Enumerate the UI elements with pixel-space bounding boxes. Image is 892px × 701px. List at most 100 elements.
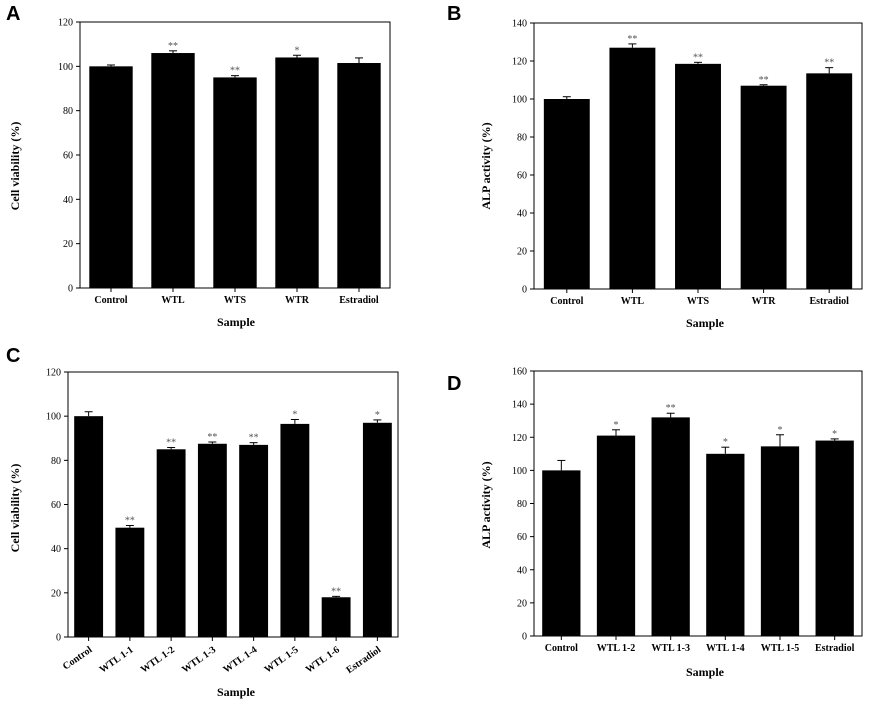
y-tick-label: 80 [517, 133, 527, 144]
significance-marker: ** [666, 403, 676, 414]
bar [760, 446, 800, 636]
panel-b: B ALP activity (%) Sample 0 20 40 60 80 100 12… [447, 3, 863, 330]
x-tick-label: WTS [687, 296, 710, 307]
y-tick-label: 20 [517, 247, 527, 258]
y-tick-label: 80 [63, 106, 73, 117]
bar [806, 73, 853, 289]
x-tick-label: Estradiol [809, 296, 849, 307]
bar [89, 66, 133, 288]
y-tick-label: 120 [58, 18, 73, 29]
y-tick-label: 0 [522, 632, 527, 643]
y-tick-label: 60 [517, 532, 527, 543]
y-tick-label: 20 [63, 239, 73, 250]
y-tick-label: 0 [68, 284, 73, 295]
x-tick-label: Estradiol [339, 295, 379, 306]
bar [156, 449, 186, 637]
bar [815, 440, 854, 636]
x-tick-label: WTL [621, 296, 645, 307]
x-tick-label: Control [94, 295, 127, 306]
y-axis-title-c: Cell viability (%) [8, 464, 22, 553]
panel-d: D ALP activity (%) Sample 0 20 40 60 80 100 12… [447, 367, 863, 679]
panel-letter-a: A [6, 3, 20, 25]
bar [596, 435, 636, 636]
x-tick-label: WTL 1-4 [221, 644, 259, 675]
x-axis-title-c: Sample [217, 685, 256, 699]
panel-c: C Cell viability (%) Sample 0 20 40 60 80 100… [6, 345, 399, 699]
bar [362, 422, 392, 637]
y-tick-label: 60 [51, 500, 61, 511]
y-tick-label: 40 [517, 565, 527, 576]
y-tick-label: 40 [63, 195, 73, 206]
y-tick-label: 20 [517, 598, 527, 609]
significance-marker: * [723, 437, 728, 448]
y-tick-label: 80 [517, 499, 527, 510]
x-tick-label: Control [550, 296, 583, 307]
y-tick-label: 100 [46, 412, 61, 423]
bar [115, 527, 145, 637]
significance-marker: ** [249, 433, 259, 444]
x-tick-label: Estradiol [815, 643, 855, 654]
bar [542, 470, 581, 636]
y-tick-label: 0 [56, 633, 61, 644]
x-tick-label: WTR [752, 296, 777, 307]
y-tick-label: 60 [63, 151, 73, 162]
significance-marker: ** [627, 34, 637, 45]
significance-marker: ** [693, 52, 703, 63]
panel-letter-d: D [447, 373, 461, 395]
panel-a: A Cell viability (%) Sample 0 20 40 60 80 100… [6, 3, 391, 329]
x-tick-label: WTL 1-2 [597, 643, 636, 654]
y-tick-label: 140 [512, 19, 527, 30]
x-axis-title-b: Sample [686, 316, 725, 330]
significance-marker: * [614, 420, 619, 431]
significance-marker: ** [207, 432, 217, 443]
significance-marker: * [375, 410, 380, 421]
y-axis-title-a: Cell viability (%) [8, 122, 22, 211]
x-tick-label: WTL 1-1 [98, 644, 136, 675]
bar [151, 53, 195, 289]
panel-letter-b: B [447, 3, 461, 25]
y-tick-label: 100 [58, 62, 73, 73]
y-tick-label: 100 [512, 95, 527, 106]
significance-marker: ** [824, 58, 834, 69]
significance-marker: * [778, 425, 783, 436]
x-tick-label: WTS [224, 295, 247, 306]
y-tick-label: 160 [512, 367, 527, 378]
x-tick-label: WTL 1-3 [180, 644, 218, 675]
x-tick-label: WTL 1-2 [139, 644, 177, 675]
significance-marker: ** [230, 66, 240, 77]
bar [337, 63, 381, 289]
significance-marker: * [832, 429, 837, 440]
y-tick-label: 140 [512, 400, 527, 411]
bar [675, 63, 721, 289]
x-tick-label: Control [61, 644, 95, 672]
y-tick-label: 40 [517, 209, 527, 220]
bar [275, 57, 319, 288]
x-tick-label: WTL 1-4 [706, 643, 745, 654]
x-tick-label: Estradiol [344, 644, 383, 676]
y-tick-label: 60 [517, 171, 527, 182]
panel-letter-c: C [6, 345, 20, 367]
bar [543, 99, 590, 289]
significance-marker: ** [166, 438, 176, 449]
x-tick-label: Control [545, 643, 578, 654]
bar [280, 423, 310, 637]
significance-marker: ** [125, 515, 135, 526]
significance-marker: ** [331, 586, 341, 597]
y-tick-label: 120 [512, 57, 527, 68]
y-tick-label: 80 [51, 456, 61, 467]
x-tick-label: WTL [161, 295, 185, 306]
bar [321, 597, 351, 637]
y-tick-label: 0 [522, 285, 527, 296]
significance-marker: ** [759, 75, 769, 86]
significance-marker: ** [168, 41, 178, 52]
significance-marker: * [295, 45, 300, 56]
y-tick-label: 40 [51, 544, 61, 555]
bar [740, 85, 787, 289]
bar [651, 417, 690, 636]
y-axis-title-d: ALP activity (%) [479, 461, 493, 548]
bar [609, 47, 656, 290]
x-tick-label: WTL 1-3 [651, 643, 690, 654]
x-tick-label: WTR [285, 295, 310, 306]
significance-marker: * [292, 409, 297, 420]
